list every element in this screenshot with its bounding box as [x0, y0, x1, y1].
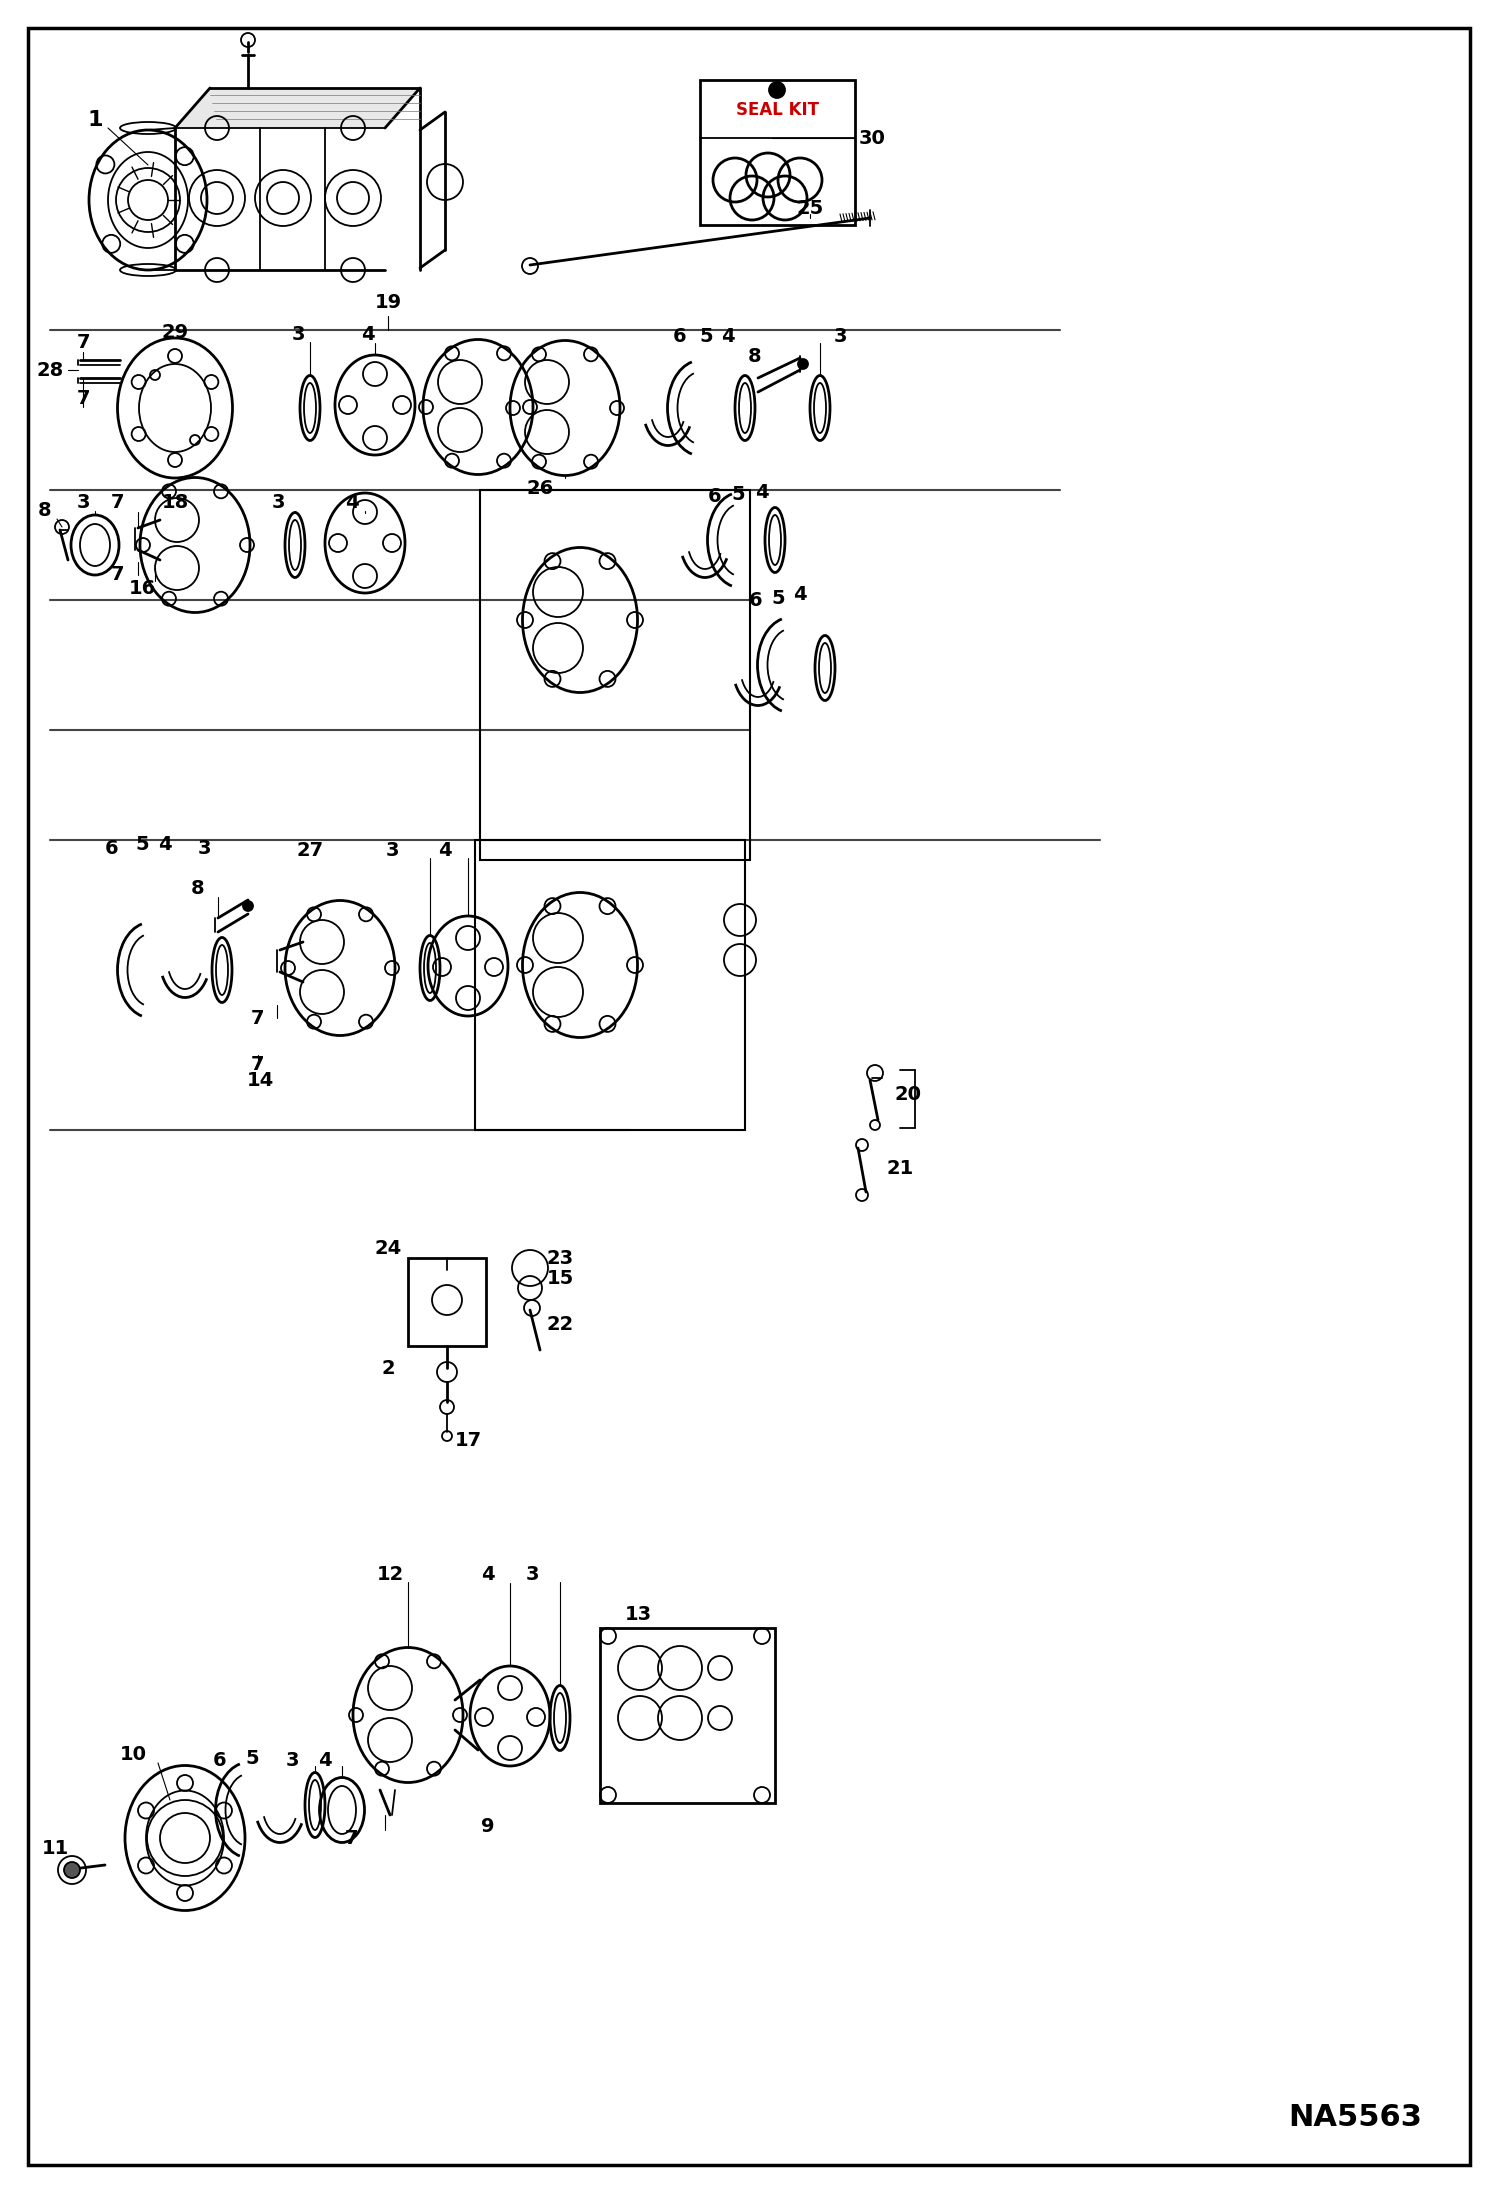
Text: 8: 8 [748, 346, 762, 366]
Text: 18: 18 [162, 493, 189, 513]
Text: 4: 4 [721, 327, 736, 346]
Text: 12: 12 [376, 1564, 403, 1583]
Text: 4: 4 [361, 325, 374, 344]
Text: 26: 26 [526, 478, 554, 498]
Text: 10: 10 [120, 1746, 147, 1765]
Text: 6: 6 [673, 327, 686, 346]
Text: 13: 13 [625, 1605, 652, 1623]
Text: 3: 3 [833, 327, 846, 346]
Text: 29: 29 [162, 322, 189, 342]
Text: 5: 5 [731, 485, 745, 504]
Text: 20: 20 [894, 1086, 921, 1105]
Text: 4: 4 [481, 1564, 494, 1583]
Text: 3: 3 [285, 1750, 298, 1770]
Bar [407, 1259, 485, 1347]
Text: 7: 7 [252, 1009, 265, 1029]
Text: NA5563: NA5563 [1288, 2103, 1422, 2132]
Text: 5: 5 [246, 1748, 259, 1768]
Text: 5: 5 [135, 836, 148, 855]
Text: 3: 3 [198, 838, 211, 857]
Text: 6: 6 [749, 590, 762, 610]
Circle shape [798, 360, 807, 368]
Text: 1: 1 [87, 110, 103, 129]
Text: 4: 4 [755, 482, 768, 502]
Text: 4: 4 [345, 493, 360, 513]
Bar [479, 489, 750, 860]
Text: 3: 3 [271, 493, 285, 513]
Text: 7: 7 [76, 388, 90, 408]
Text: 14: 14 [246, 1070, 274, 1090]
Text: 21: 21 [887, 1158, 914, 1178]
Text: 23: 23 [547, 1248, 574, 1268]
Text: 5: 5 [700, 327, 713, 346]
Text: 19: 19 [374, 292, 401, 311]
Circle shape [768, 81, 785, 99]
Text: 3: 3 [76, 493, 90, 513]
Text: 8: 8 [192, 879, 205, 897]
Polygon shape [175, 88, 419, 127]
Text: 6: 6 [105, 838, 118, 857]
Text: 7: 7 [76, 333, 90, 351]
Text: SEAL KIT: SEAL KIT [736, 101, 818, 118]
Text: 24: 24 [374, 1239, 401, 1257]
Text: 8: 8 [37, 500, 52, 520]
Text: 3: 3 [526, 1564, 539, 1583]
Text: 17: 17 [454, 1430, 481, 1450]
Text: 9: 9 [481, 1816, 494, 1836]
Text: 6: 6 [213, 1750, 226, 1770]
Text: 30: 30 [858, 129, 885, 147]
Text: 25: 25 [797, 200, 824, 217]
Text: 11: 11 [42, 1838, 69, 1857]
Text: 22: 22 [547, 1316, 574, 1336]
Text: 16: 16 [129, 579, 156, 596]
Bar [601, 1627, 774, 1803]
Circle shape [243, 901, 253, 910]
Text: 15: 15 [547, 1268, 574, 1287]
Text: 2: 2 [380, 1357, 395, 1377]
Text: 7: 7 [345, 1829, 358, 1847]
Text: 7: 7 [252, 1055, 265, 1075]
Text: 4: 4 [159, 836, 172, 855]
Bar [475, 840, 745, 1129]
Text: 27: 27 [297, 840, 324, 860]
Circle shape [64, 1862, 79, 1877]
Bar [700, 79, 855, 226]
Text: 7: 7 [111, 566, 124, 586]
Text: 4: 4 [439, 840, 452, 860]
Text: 7: 7 [111, 493, 124, 513]
Text: 28: 28 [36, 360, 63, 379]
Text: 3: 3 [385, 840, 398, 860]
Text: 3: 3 [291, 325, 304, 344]
Text: 4: 4 [792, 586, 807, 605]
Text: 6: 6 [709, 487, 722, 507]
Text: 4: 4 [318, 1750, 333, 1770]
Text: 5: 5 [771, 588, 785, 607]
